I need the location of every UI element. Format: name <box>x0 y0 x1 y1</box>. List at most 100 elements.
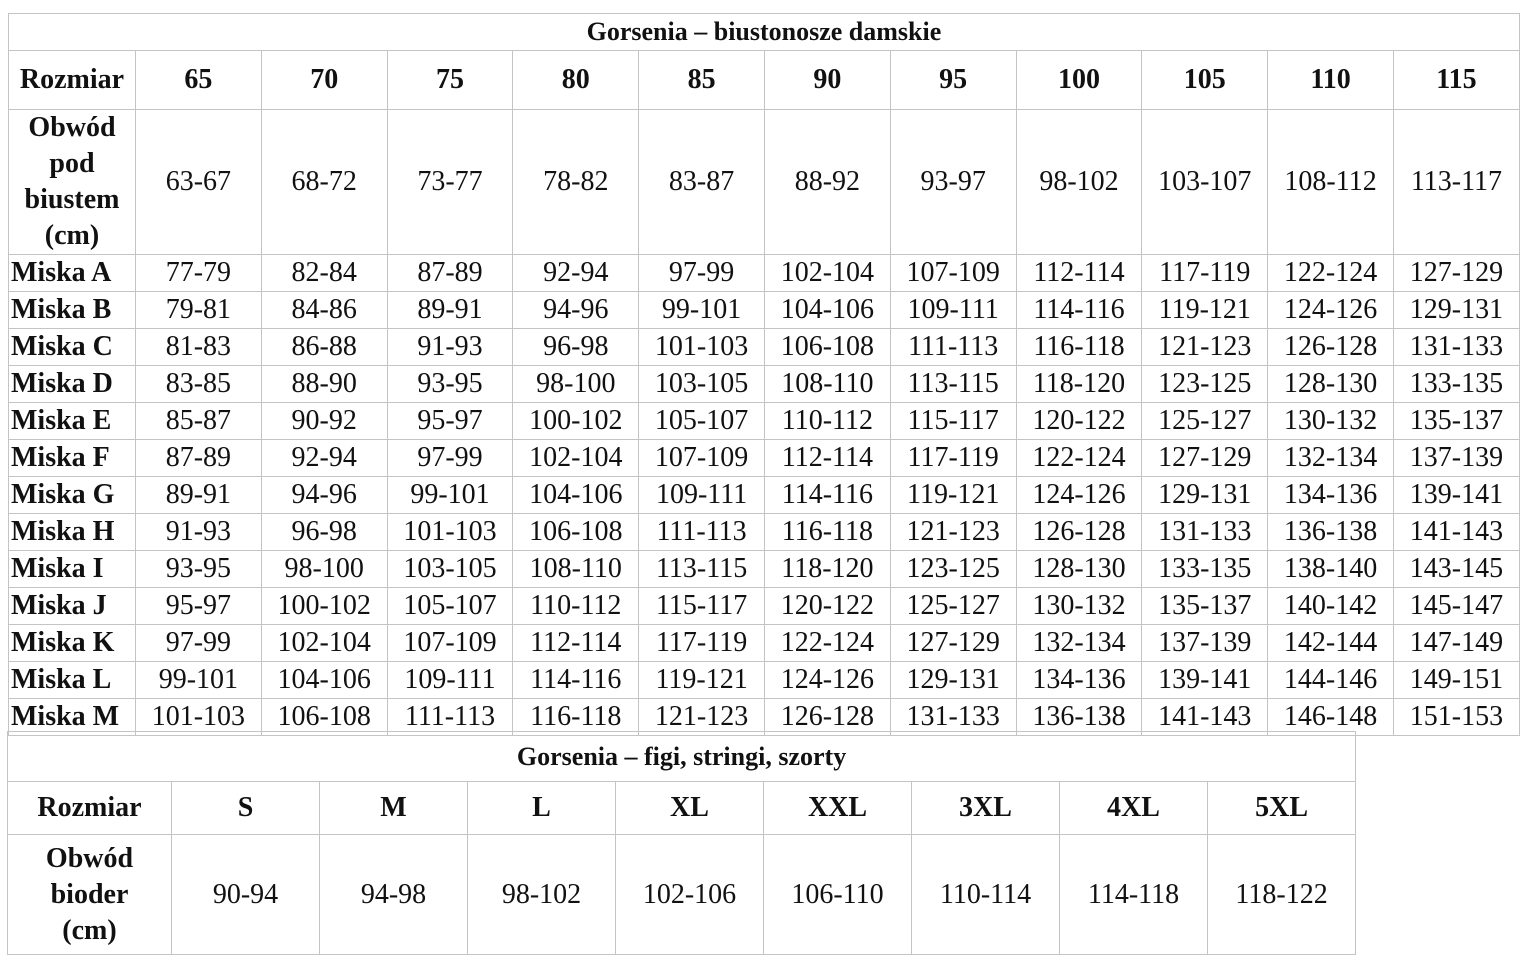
cup-value: 143-145 <box>1392 550 1520 588</box>
cup-row: Miska E 85-87 90-92 95-97 100-102 105-107 110-… <box>8 402 1520 440</box>
label-line: pod <box>49 148 95 179</box>
underbust-value: 83-87 <box>638 109 765 255</box>
cup-value: 112-114 <box>1015 254 1143 292</box>
cup-value: 91-93 <box>135 513 262 551</box>
underbust-value: 68-72 <box>260 109 388 255</box>
cup-value: 123-125 <box>889 550 1017 588</box>
cup-value: 107-109 <box>386 624 514 662</box>
size-header: XL <box>615 781 764 835</box>
header-row: Rozmiar S M L XL XXL 3XL 4XL 5XL <box>7 781 1357 835</box>
cup-value: 99-101 <box>386 476 514 514</box>
cup-value: 88-90 <box>260 365 388 403</box>
cup-value: 130-132 <box>1267 402 1394 440</box>
cup-value: 116-118 <box>763 513 891 551</box>
cup-value: 116-118 <box>512 698 640 736</box>
cup-value: 134-136 <box>1267 476 1394 514</box>
cup-value: 95-97 <box>386 402 514 440</box>
cup-value: 135-137 <box>1141 587 1269 625</box>
cup-value: 147-149 <box>1392 624 1520 662</box>
band-size-header: 65 <box>135 50 262 110</box>
cup-value: 96-98 <box>260 513 388 551</box>
underbust-value: 88-92 <box>763 109 891 255</box>
underbust-value: 63-67 <box>135 109 262 255</box>
band-size-header: 95 <box>889 50 1017 110</box>
cup-value: 133-135 <box>1392 365 1520 403</box>
cup-value: 103-105 <box>638 365 765 403</box>
cup-value: 124-126 <box>1015 476 1143 514</box>
cup-value: 133-135 <box>1141 550 1269 588</box>
band-size-header: 90 <box>763 50 891 110</box>
cup-value: 102-104 <box>763 254 891 292</box>
size-header-label: Rozmiar <box>8 50 136 110</box>
cup-row: Miska C 81-83 86-88 91-93 96-98 101-103 106-10… <box>8 328 1520 366</box>
underbust-label: Obwód pod biustem (cm) <box>8 109 136 255</box>
cup-value: 87-89 <box>135 439 262 477</box>
cup-value: 139-141 <box>1392 476 1520 514</box>
band-size-header: 105 <box>1141 50 1269 110</box>
cup-value: 125-127 <box>1141 402 1269 440</box>
underbust-value: 93-97 <box>889 109 1017 255</box>
cup-row: Miska D 83-85 88-90 93-95 98-100 103-105 108-1… <box>8 365 1520 403</box>
underbust-value: 103-107 <box>1141 109 1269 255</box>
cup-value: 117-119 <box>638 624 765 662</box>
band-size-header: 75 <box>386 50 514 110</box>
size-header: S <box>171 781 320 835</box>
underbust-value: 78-82 <box>512 109 640 255</box>
cup-row: Miska H 91-93 96-98 101-103 106-108 111-113 11… <box>8 513 1520 551</box>
cup-value: 129-131 <box>889 661 1017 699</box>
cup-label: Miska L <box>8 661 136 699</box>
cup-value: 151-153 <box>1392 698 1520 736</box>
cup-value: 115-117 <box>889 402 1017 440</box>
cup-value: 141-143 <box>1141 698 1269 736</box>
cup-row: Miska B 79-81 84-86 89-91 94-96 99-101 104-106… <box>8 291 1520 329</box>
cup-value: 110-112 <box>512 587 640 625</box>
cup-value: 87-89 <box>386 254 514 292</box>
cup-value: 128-130 <box>1015 550 1143 588</box>
cup-label: Miska C <box>8 328 136 366</box>
hip-value: 94-98 <box>319 834 468 955</box>
cup-value: 86-88 <box>260 328 388 366</box>
cup-row: Miska L 99-101 104-106 109-111 114-116 119-12… <box>8 661 1520 699</box>
cup-value: 94-96 <box>512 291 640 329</box>
underbust-value: 73-77 <box>386 109 514 255</box>
cup-value: 77-79 <box>135 254 262 292</box>
cup-value: 126-128 <box>763 698 891 736</box>
hip-value: 102-106 <box>615 834 764 955</box>
table-title: Gorsenia – figi, stringi, szorty <box>6 731 1357 782</box>
cup-value: 131-133 <box>1392 328 1520 366</box>
cup-label: Miska M <box>8 698 136 736</box>
header-row: Rozmiar 65 70 75 80 85 90 95 100 105 110 115 <box>8 50 1520 110</box>
cup-label: Miska A <box>8 254 136 292</box>
cup-label: Miska F <box>8 439 136 477</box>
cup-value: 121-123 <box>1141 328 1269 366</box>
cup-value: 129-131 <box>1141 476 1269 514</box>
cup-value: 117-119 <box>1141 254 1269 292</box>
cup-value: 109-111 <box>386 661 514 699</box>
cup-value: 119-121 <box>638 661 765 699</box>
cup-value: 111-113 <box>889 328 1017 366</box>
cup-value: 100-102 <box>512 402 640 440</box>
cup-value: 128-130 <box>1267 365 1394 403</box>
cup-value: 123-125 <box>1141 365 1269 403</box>
cup-value: 91-93 <box>386 328 514 366</box>
cup-value: 132-134 <box>1015 624 1143 662</box>
cup-value: 138-140 <box>1267 550 1394 588</box>
cup-value: 122-124 <box>1015 439 1143 477</box>
cup-value: 107-109 <box>638 439 765 477</box>
cup-value: 115-117 <box>638 587 765 625</box>
cup-value: 104-106 <box>512 476 640 514</box>
cup-value: 104-106 <box>260 661 388 699</box>
cup-value: 113-115 <box>889 365 1017 403</box>
cup-value: 121-123 <box>889 513 1017 551</box>
size-header: 3XL <box>911 781 1060 835</box>
cup-value: 89-91 <box>386 291 514 329</box>
band-size-header: 80 <box>512 50 640 110</box>
cup-value: 122-124 <box>1267 254 1394 292</box>
briefs-size-table: Gorsenia – figi, stringi, szorty Rozmiar S… <box>6 731 1357 955</box>
label-line: biustem <box>24 184 120 215</box>
cup-label: Miska J <box>8 587 136 625</box>
cup-value: 129-131 <box>1392 291 1520 329</box>
band-size-header: 110 <box>1267 50 1394 110</box>
bra-size-table: Gorsenia – biustonosze damskie Rozmiar 65 7… <box>8 13 1520 736</box>
cup-value: 82-84 <box>260 254 388 292</box>
